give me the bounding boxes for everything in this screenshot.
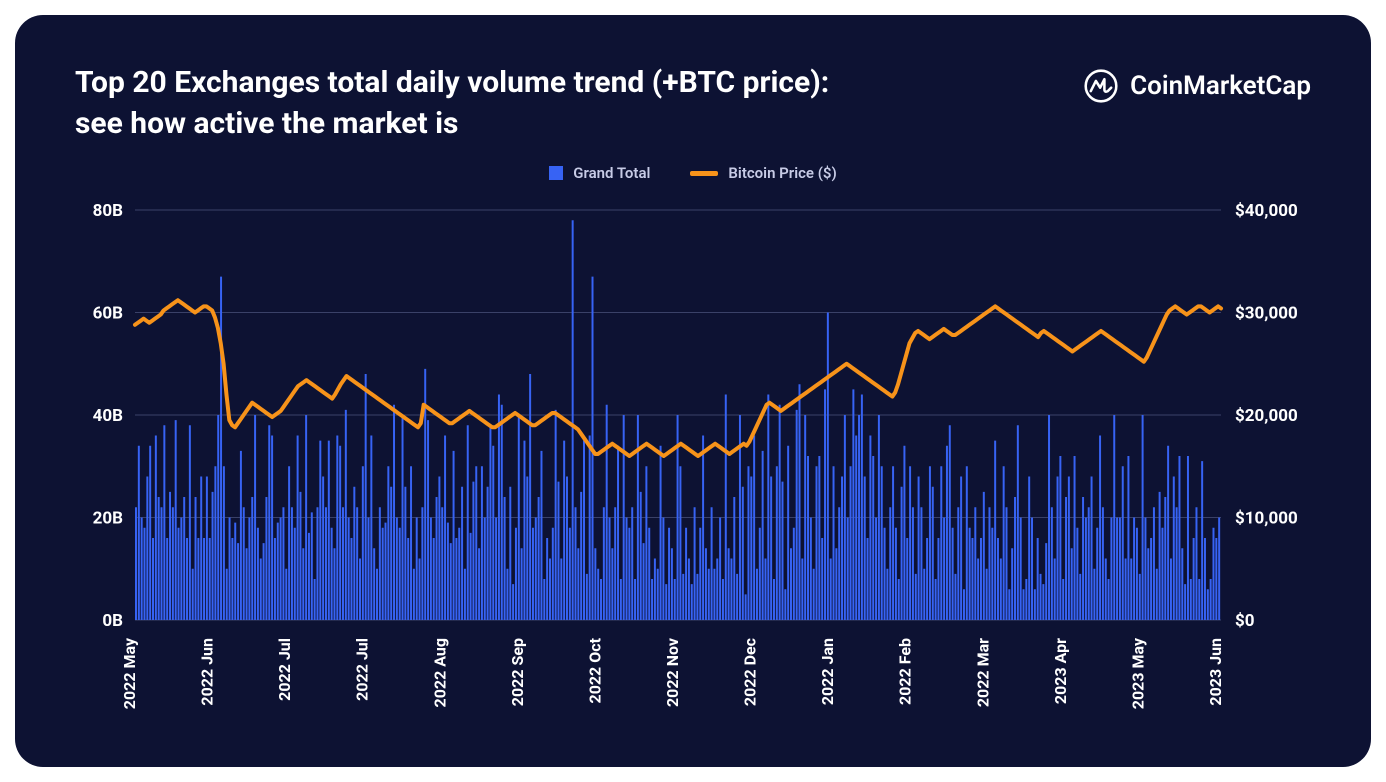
brand: CoinMarketCap: [1084, 69, 1311, 103]
chart-area: 0B 20B 40B 60B 80B $0 $10,000 $20,000 $30,000 $40…: [75, 200, 1311, 710]
svg-text:$20,000: $20,000: [1235, 406, 1298, 426]
svg-text:60B: 60B: [93, 304, 124, 324]
svg-text:2022 Sep: 2022 Sep: [508, 638, 527, 706]
svg-text:$40,000: $40,000: [1235, 201, 1298, 221]
svg-text:2023 May: 2023 May: [1128, 637, 1147, 709]
svg-text:2022 Feb: 2022 Feb: [896, 638, 915, 705]
header: Top 20 Exchanges total daily volume tren…: [75, 63, 1311, 144]
svg-text:2023 Apr: 2023 Apr: [1051, 638, 1070, 704]
svg-text:2022 Jan: 2022 Jan: [818, 638, 837, 705]
svg-text:$0: $0: [1235, 611, 1255, 631]
chart-svg: 0B 20B 40B 60B 80B $0 $10,000 $20,000 $30,000 $40…: [75, 200, 1311, 710]
svg-text:2023 Jun: 2023 Jun: [1206, 638, 1225, 706]
svg-text:2022 Oct: 2022 Oct: [585, 637, 604, 703]
svg-text:2022 Dec: 2022 Dec: [741, 638, 760, 706]
legend: Grand Total Bitcoin Price ($): [75, 164, 1311, 182]
svg-text:2022 Aug: 2022 Aug: [430, 638, 449, 707]
svg-text:2022 Mar: 2022 Mar: [973, 638, 992, 707]
chart-title: Top 20 Exchanges total daily volume tren…: [75, 63, 835, 144]
svg-text:2022 Jul: 2022 Jul: [353, 638, 372, 701]
brand-label: CoinMarketCap: [1130, 71, 1311, 101]
svg-text:2022 Jul: 2022 Jul: [275, 638, 294, 701]
svg-text:$10,000: $10,000: [1235, 509, 1298, 529]
svg-text:20B: 20B: [93, 509, 124, 529]
legend-line-label: Bitcoin Price ($): [728, 164, 836, 182]
legend-item-bar: Grand Total: [549, 164, 650, 182]
chart-card: Top 20 Exchanges total daily volume tren…: [15, 15, 1371, 767]
svg-text:$30,000: $30,000: [1235, 304, 1298, 324]
svg-text:80B: 80B: [93, 201, 124, 221]
bar-swatch: [549, 166, 563, 180]
line-swatch: [690, 171, 718, 176]
svg-text:0B: 0B: [102, 611, 123, 631]
svg-text:2022 Jun: 2022 Jun: [198, 638, 217, 706]
coinmarketcap-icon: [1084, 69, 1118, 103]
legend-item-line: Bitcoin Price ($): [690, 164, 836, 182]
svg-text:2022 Nov: 2022 Nov: [663, 638, 682, 707]
svg-text:40B: 40B: [93, 406, 124, 426]
legend-bar-label: Grand Total: [573, 164, 650, 182]
svg-text:2022 May: 2022 May: [120, 637, 139, 709]
